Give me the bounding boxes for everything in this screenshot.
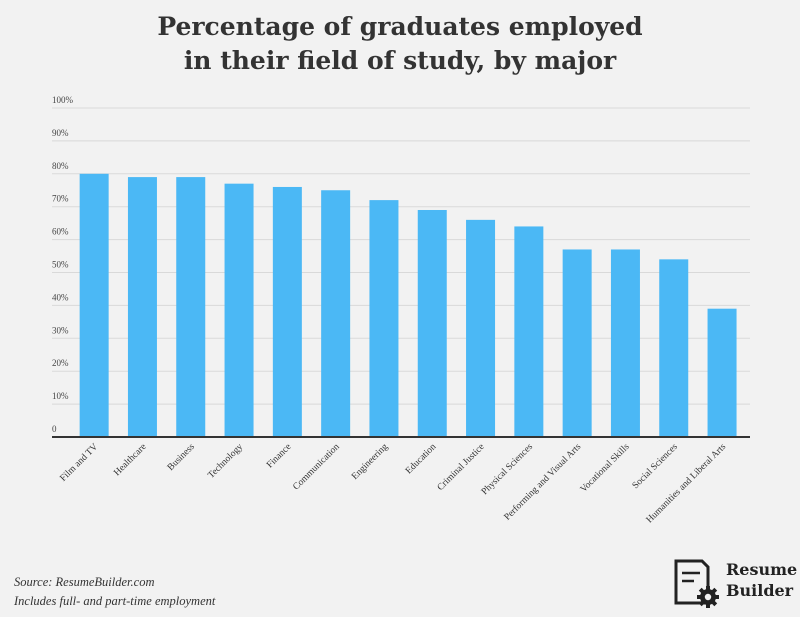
x-tick-label: Vocational Skills bbox=[579, 442, 632, 495]
y-tick-label: 10% bbox=[52, 391, 69, 401]
employment-note: Includes full- and part-time employment bbox=[14, 594, 216, 608]
x-tick-label: Performing and Visual Arts bbox=[502, 441, 584, 523]
x-tick-label: Technology bbox=[206, 442, 245, 481]
y-tick-label: 60% bbox=[52, 227, 69, 237]
chart-title-line-1: Percentage of graduates employed bbox=[157, 12, 643, 41]
y-tick-label: 80% bbox=[52, 161, 69, 171]
bar-performing-and-visual-arts bbox=[562, 249, 592, 437]
y-tick-label: 70% bbox=[52, 194, 69, 204]
x-tick-label: Criminal Justice bbox=[436, 442, 487, 493]
bar-communication bbox=[321, 190, 351, 437]
x-tick-label: Finance bbox=[265, 442, 293, 470]
y-tick-label: 0 bbox=[52, 424, 57, 434]
chart-title-line-2: in their field of study, by major bbox=[183, 46, 617, 75]
bar-physical-sciences bbox=[514, 226, 544, 437]
logo-line-1: Resume bbox=[726, 560, 798, 579]
y-tick-label: 90% bbox=[52, 128, 69, 138]
logo-line-2: Builder bbox=[726, 581, 794, 600]
bar-healthcare bbox=[127, 177, 157, 437]
bar-finance bbox=[272, 186, 302, 437]
y-tick-label: 50% bbox=[52, 260, 69, 270]
x-tick-label: Business bbox=[166, 442, 197, 473]
x-tick-label: Healthcare bbox=[112, 442, 148, 478]
document-gear-icon bbox=[674, 559, 719, 608]
x-tick-label: Communication bbox=[291, 442, 342, 493]
bar-humanities-and-liberal-arts bbox=[707, 308, 737, 437]
bar-engineering bbox=[369, 200, 399, 437]
bar-film-and-tv bbox=[79, 173, 109, 438]
bar-social-sciences bbox=[659, 259, 689, 437]
x-tick-label: Humanities and Liberal Arts bbox=[645, 442, 729, 526]
y-tick-label: 40% bbox=[52, 292, 69, 302]
x-tick-label: Social Sciences bbox=[631, 442, 680, 491]
y-tick-label: 20% bbox=[52, 358, 69, 368]
x-axis-tick-labels: Film and TV Healthcare Business Technology F… bbox=[59, 441, 729, 525]
bar-vocational-skills bbox=[610, 249, 640, 437]
bar-education bbox=[417, 209, 447, 437]
y-tick-label: 100% bbox=[52, 95, 74, 105]
x-tick-label: Education bbox=[404, 442, 438, 476]
y-axis-tick-labels: 0 10% 20% 30% 40% 50% 60% 70% 80% 90% 100% bbox=[52, 95, 74, 434]
x-tick-label: Engineering bbox=[350, 442, 390, 482]
bar-criminal-justice bbox=[466, 219, 496, 437]
x-tick-label: Film and TV bbox=[59, 442, 101, 484]
resume-builder-logo: Resume Builder bbox=[672, 557, 800, 609]
chart-title: Percentage of graduates employed in thei… bbox=[0, 10, 800, 78]
bar-business bbox=[176, 177, 206, 437]
source-note: Source: ResumeBuilder.com bbox=[14, 575, 155, 589]
logo-wordmark: Resume Builder bbox=[726, 559, 797, 601]
x-tick-label: Physical Sciences bbox=[480, 442, 535, 497]
y-tick-label: 30% bbox=[52, 325, 69, 335]
bars bbox=[79, 173, 737, 438]
bar-technology bbox=[224, 183, 254, 437]
chart-footer: Source: ResumeBuilder.com Includes full-… bbox=[14, 573, 215, 611]
